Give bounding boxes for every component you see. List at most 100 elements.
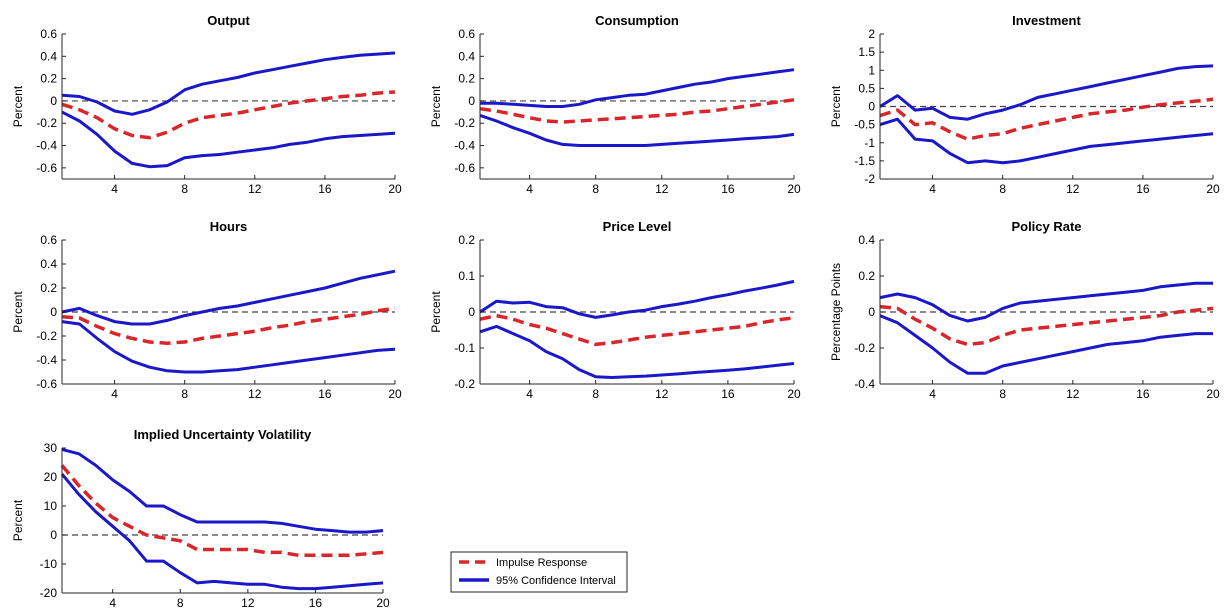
x-tick-label: 12 [248,387,262,401]
y-tick-label: 0 [50,528,57,542]
y-tick-label: 0.6 [458,27,475,41]
panel-title: Output [207,13,250,28]
y-tick-label: 0.4 [40,257,57,271]
y-tick-label: -0.6 [36,161,57,175]
y-axis-label: Percent [11,291,25,333]
x-tick-label: 8 [999,182,1006,196]
x-tick-label: 8 [177,596,184,610]
y-tick-label: 0 [468,94,475,108]
y-tick-label: 0.6 [40,27,57,41]
y-tick-label: -0.5 [854,118,875,132]
y-tick-label: 0.4 [40,49,57,63]
confidence-band-line [479,279,795,319]
y-tick-label: -20 [40,586,58,600]
confidence-band-line [61,110,396,169]
x-tick-label: 12 [655,387,669,401]
x-tick-label: 4 [526,182,533,196]
y-tick-label: -0.6 [454,161,475,175]
x-tick-label: 16 [721,387,735,401]
y-tick-label: -0.2 [36,116,57,130]
y-tick-label: 0.2 [858,269,875,283]
y-tick-label: 0 [468,305,475,319]
confidence-band-line [480,68,795,108]
y-tick-label: -0.2 [454,377,475,391]
confidence-band-line [61,320,396,374]
x-tick-label: 12 [241,596,255,610]
legend: Impulse Response 95% Confidence Interval [450,551,628,593]
y-axis-label: Percent [429,291,443,333]
x-tick-label: 12 [248,182,262,196]
x-tick-label: 12 [655,182,669,196]
y-axis-label: Percent [829,85,843,127]
panel-title: Price Level [603,219,672,234]
legend-impulse-label: Impulse Response [496,557,587,569]
confidence-band-line [879,314,1213,375]
confidence-band-line [479,113,795,147]
x-tick-label: 8 [592,182,599,196]
y-tick-label: 1 [868,63,875,77]
x-tick-label: 16 [318,387,332,401]
y-tick-label: -0.4 [36,139,57,153]
confidence-band-line [879,117,1214,165]
y-tick-label: -0.4 [36,353,57,367]
y-axis-label: Percentage Points [829,263,843,361]
x-tick-label: 20 [1206,387,1220,401]
y-tick-label: -10 [40,557,58,571]
y-tick-label: 10 [44,499,58,513]
impulse-response-line [879,304,1214,347]
y-tick-label: -0.1 [454,341,475,355]
impulse-response-line [61,306,396,345]
y-tick-label: -0.4 [854,377,875,391]
x-tick-label: 12 [1066,387,1080,401]
panel-title: Investment [1012,13,1081,28]
impulse-response-line [479,98,795,124]
y-tick-label: 0.2 [458,72,475,86]
y-tick-label: -2 [864,172,875,186]
confidence-band-line [61,269,396,326]
confidence-band-line [61,51,396,116]
x-tick-label: 20 [1206,182,1220,196]
x-tick-label: 16 [318,182,332,196]
panel-title: Implied Uncertainty Volatility [134,427,312,442]
y-tick-label: -1 [864,136,875,150]
x-tick-label: 4 [111,182,118,196]
panel-6: Implied Uncertainty Volatility Percent -20… [11,427,390,610]
x-tick-label: 16 [309,596,323,610]
y-tick-label: 0.2 [40,72,57,86]
x-tick-label: 4 [111,387,118,401]
x-tick-label: 8 [592,387,599,401]
x-tick-label: 16 [721,182,735,196]
x-tick-label: 16 [1136,387,1150,401]
panel-2: Investment Percent -2 -1.5 -1 -0.5 0 0.5 1 1.5 2 4 8… [829,13,1220,196]
panel-title: Consumption [595,13,679,28]
x-tick-label: 8 [999,387,1006,401]
y-tick-label: 0.2 [458,233,475,247]
x-tick-label: 4 [929,182,936,196]
panel-0: Output Percent -0.6 -0.4 -0.2 0 0.2 0.4 0.6 4 8 12 1… [11,13,402,196]
y-tick-label: -0.6 [36,377,57,391]
y-tick-label: 0.5 [858,81,875,95]
y-tick-label: 30 [44,441,58,455]
confidence-band-line [60,473,384,591]
confidence-band-line [479,324,795,379]
y-tick-label: -0.2 [454,116,475,130]
y-tick-label: 0.1 [458,269,475,283]
panels: Output Percent -0.6 -0.4 -0.2 0 0.2 0.4 0.6 4 8 12 1… [11,13,1220,610]
x-tick-label: 20 [787,182,801,196]
x-tick-label: 20 [376,596,390,610]
y-tick-label: 0 [50,305,57,319]
y-tick-label: 0.2 [40,281,57,295]
y-tick-label: 0.4 [458,49,475,63]
panel-3: Hours Percent -0.6 -0.4 -0.2 0 0.2 0.4 0.6 4 8 12 16… [11,219,402,401]
impulse-response-line [61,90,396,140]
y-tick-label: 0 [50,94,57,108]
y-tick-label: -1.5 [854,154,875,168]
confidence-band-line [61,447,384,534]
impulse-response-line [60,464,384,558]
x-tick-label: 20 [388,387,402,401]
x-tick-label: 20 [787,387,801,401]
x-tick-label: 4 [929,387,936,401]
y-axis-label: Percent [429,85,443,127]
panel-5: Policy Rate Percentage Points -0.4 -0.2 0 0.2… [829,219,1220,401]
